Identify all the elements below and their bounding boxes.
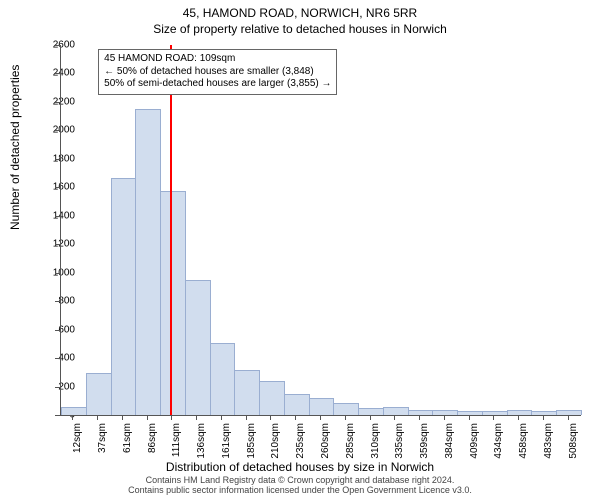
- histogram-bar: [358, 408, 384, 415]
- x-tick-mark: [518, 415, 519, 420]
- x-tick-mark: [493, 415, 494, 420]
- histogram-bar: [111, 178, 137, 415]
- histogram-bar: [86, 373, 112, 415]
- histogram-bar: [507, 410, 533, 415]
- histogram-bar: [457, 411, 483, 415]
- histogram-bar: [135, 109, 161, 415]
- x-tick-mark: [196, 415, 197, 420]
- x-tick-mark: [97, 415, 98, 420]
- x-axis-label: Distribution of detached houses by size …: [0, 460, 600, 474]
- histogram-bar: [61, 407, 87, 415]
- histogram-bar: [432, 410, 458, 415]
- x-tick-mark: [419, 415, 420, 420]
- x-tick-mark: [221, 415, 222, 420]
- histogram-bar: [234, 370, 260, 415]
- histogram-bar: [333, 403, 359, 415]
- chart-container: 45, HAMOND ROAD, NORWICH, NR6 5RR Size o…: [0, 0, 600, 500]
- x-tick-mark: [295, 415, 296, 420]
- callout-line-2: ← 50% of detached houses are smaller (3,…: [104, 66, 331, 79]
- histogram-bar: [309, 398, 335, 415]
- histogram-bar: [259, 381, 285, 415]
- x-tick-mark: [469, 415, 470, 420]
- x-tick-mark: [444, 415, 445, 420]
- footer-attribution: Contains HM Land Registry data © Crown c…: [0, 476, 600, 496]
- histogram-bar: [482, 411, 508, 415]
- histogram-bar: [185, 280, 211, 415]
- x-tick-mark: [270, 415, 271, 420]
- histogram-bar: [160, 191, 186, 415]
- x-tick-mark: [72, 415, 73, 420]
- callout-line-3: 50% of semi-detached houses are larger (…: [104, 78, 331, 91]
- plot-area: 45 HAMOND ROAD: 109sqm ← 50% of detached…: [60, 45, 581, 416]
- x-tick-mark: [171, 415, 172, 420]
- chart-title-subtitle: Size of property relative to detached ho…: [0, 22, 600, 36]
- callout-box: 45 HAMOND ROAD: 109sqm ← 50% of detached…: [98, 49, 337, 95]
- histogram-bar: [531, 411, 557, 415]
- x-tick-mark: [394, 415, 395, 420]
- x-tick-mark: [370, 415, 371, 420]
- x-tick-mark: [568, 415, 569, 420]
- reference-line: [170, 45, 172, 415]
- x-tick-mark: [147, 415, 148, 420]
- callout-line-1: 45 HAMOND ROAD: 109sqm: [104, 53, 331, 66]
- x-tick-mark: [543, 415, 544, 420]
- x-tick-mark: [122, 415, 123, 420]
- histogram-bar: [284, 394, 310, 415]
- footer-line-2: Contains public sector information licen…: [0, 486, 600, 496]
- histogram-bar: [210, 343, 236, 415]
- x-tick-mark: [345, 415, 346, 420]
- chart-title-address: 45, HAMOND ROAD, NORWICH, NR6 5RR: [0, 6, 600, 20]
- y-axis-label: Number of detached properties: [8, 65, 22, 230]
- histogram-bar: [408, 410, 434, 415]
- histogram-bar: [556, 410, 582, 415]
- histogram-bar: [383, 407, 409, 415]
- x-tick-mark: [246, 415, 247, 420]
- x-tick-mark: [320, 415, 321, 420]
